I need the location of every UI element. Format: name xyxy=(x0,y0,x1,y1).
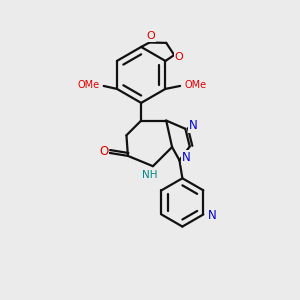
Text: OMe: OMe xyxy=(77,80,99,90)
Text: NH: NH xyxy=(142,170,158,180)
Text: O: O xyxy=(146,31,155,41)
Text: O: O xyxy=(174,52,183,62)
Text: N: N xyxy=(189,119,198,132)
Text: O: O xyxy=(99,145,108,158)
Text: N: N xyxy=(208,209,217,223)
Text: OMe: OMe xyxy=(184,80,206,90)
Text: N: N xyxy=(182,151,190,164)
